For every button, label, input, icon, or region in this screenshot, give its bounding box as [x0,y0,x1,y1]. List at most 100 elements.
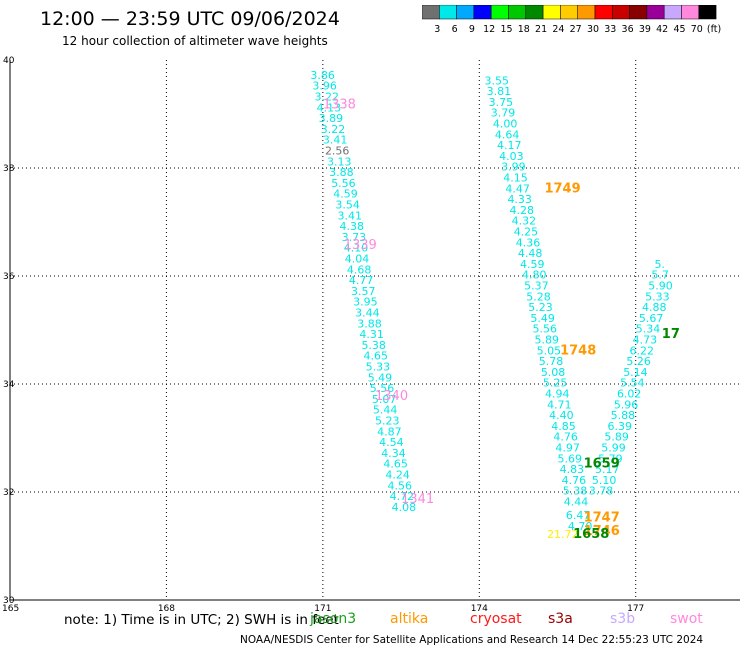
x-tick-label: 177 [627,604,644,614]
wave-height-label: 5.56 [370,382,395,395]
wave-height-label: 5.99 [601,442,626,455]
wave-height-label: 4.83 [560,463,585,476]
wave-height-label: 4.54 [379,436,404,449]
satellite-legend-item: cryosat [470,611,522,627]
wave-height-label: 4.76 [562,474,587,487]
wave-height-label: 4.77 [349,274,374,287]
wave-height-label: 3.13 [327,155,352,168]
wave-height-label: 5.33 [366,361,391,374]
wave-height-label: 4.68 [347,263,372,276]
color-scale-label: 15 [500,24,512,35]
wave-height-label: 5.38 [563,485,588,498]
satellite-legend-item: s3b [610,611,636,627]
color-scale-label: 45 [673,24,685,35]
wave-height-label: 5.88 [611,409,636,422]
pass-label: 1339 [344,238,377,253]
wave-height-label: 5.10 [592,474,617,487]
wave-height-label: 6.39 [608,420,633,433]
wave-height-label: 6.47 [566,509,591,522]
series-altika: 3.553.813.753.794.004.644.174.033.994.15… [485,74,593,532]
wave-height-label: 4.65 [383,458,408,471]
y-tick-label: 32 [3,488,14,498]
wave-height-label: 5.67 [639,312,664,325]
wave-height-label: 5.34 [636,323,661,336]
pass-label: 1659 [584,457,620,472]
wave-height-label: 3.57 [351,285,376,298]
wave-height-label: 4.25 [514,226,539,239]
page-title: 12:00 — 23:59 UTC 09/06/2024 [40,8,340,30]
wave-height-label: 5.96 [614,398,639,411]
pass-label: 1746 [584,524,620,539]
wave-height-label: 5.26 [626,355,651,368]
wave-height-label: 3.22 [315,91,340,104]
wave-height-label: 5. [654,258,665,271]
wave-height-label: 4.71 [547,398,572,411]
color-scale-label: 27 [570,24,582,35]
wave-height-label: 4.73 [633,334,658,347]
color-scale-label: 12 [483,24,495,35]
wave-height-label: 4.31 [359,328,384,341]
wave-height-label: 6.22 [629,344,654,357]
color-scale-label: 6 [452,24,458,35]
color-scale-label: 21 [535,24,547,35]
wave-height-label: 3.75 [489,96,513,109]
wave-height-label: 5.89 [604,431,629,444]
color-scale-label: 24 [552,24,564,35]
wave-height-label: 4.47 [505,182,530,195]
color-swatch [698,5,717,20]
wave-height-label: 5.44 [373,404,398,417]
series-jason3: 1659 1658 17 [573,327,680,542]
wave-height-label: 5.23 [375,415,400,428]
color-scale-label: 18 [518,24,530,35]
wave-height-label: 4.15 [503,172,528,185]
pass-label: 1747 [584,511,620,526]
wave-height-label: 3.41 [337,209,362,222]
wave-height-label: 5.54 [620,377,645,390]
y-tick-label: 40 [3,56,15,66]
wave-height-label: 4.28 [510,204,535,217]
wave-height-label: 4.64 [495,128,520,141]
wave-height-label: 3.44 [355,307,380,320]
color-scale-label: 42 [656,24,668,35]
color-scale-label: 70 [691,24,703,35]
wave-height-label: 4.08 [392,501,417,514]
note-text: note: 1) Time is in UTC; 2) SWH is in fe… [64,612,339,628]
wave-height-label: 5.33 [645,290,670,303]
wave-height-label: 4.59 [520,258,545,271]
wave-height-label: 4.17 [497,139,522,152]
wave-height-label: 3.54 [335,199,360,212]
series-s3b: 3.785.105.175.795.995.896.395.885.966.02… [589,258,673,498]
wave-height-label: 4.65 [364,350,389,363]
wave-height-label: 5.78 [539,355,564,368]
grid-lines [10,60,740,600]
pass-label: 1338 [323,98,356,113]
satellite-legend-item: altika [390,611,429,627]
y-tick-label: 38 [3,164,15,174]
wave-height-label: 4.56 [388,479,413,492]
pass-label: 17 [662,327,680,342]
wave-height-label: 5.49 [368,371,393,384]
wave-height-label: 3.55 [485,74,510,87]
color-scale-label: 30 [587,24,599,35]
wave-height-label: 4.24 [385,469,410,482]
wave-height-label: 4.04 [345,253,370,266]
x-tick-label: 165 [2,604,19,614]
color-scale-label: 3 [434,24,440,35]
wave-height-label: 4.48 [518,247,543,260]
wave-height-label: 5.07 [372,393,397,406]
series-jason3: 3.863.963.224.133.893.223.412.563.133.88… [310,69,416,514]
wave-height-label: 4.59 [333,188,358,201]
wave-height-label: 4.13 [317,101,342,114]
y-tick-label: 30 [3,596,15,606]
wave-height-label: 5.56 [532,323,557,336]
wave-height-label: 5.05 [537,344,562,357]
wave-height-label: 2.56 [325,145,350,158]
wave-height-label: 3.41 [323,134,348,147]
wave-height-label: 3.73 [342,231,367,244]
wave-height-label: 4.36 [516,236,541,249]
x-tick-label: 174 [471,604,488,614]
wave-height-label: 3.78 [589,485,614,498]
tick-labels: 30 32 34 36 38 40 165 168 171 174 177 [2,56,644,614]
wave-height-label: 5.17 [595,463,620,476]
